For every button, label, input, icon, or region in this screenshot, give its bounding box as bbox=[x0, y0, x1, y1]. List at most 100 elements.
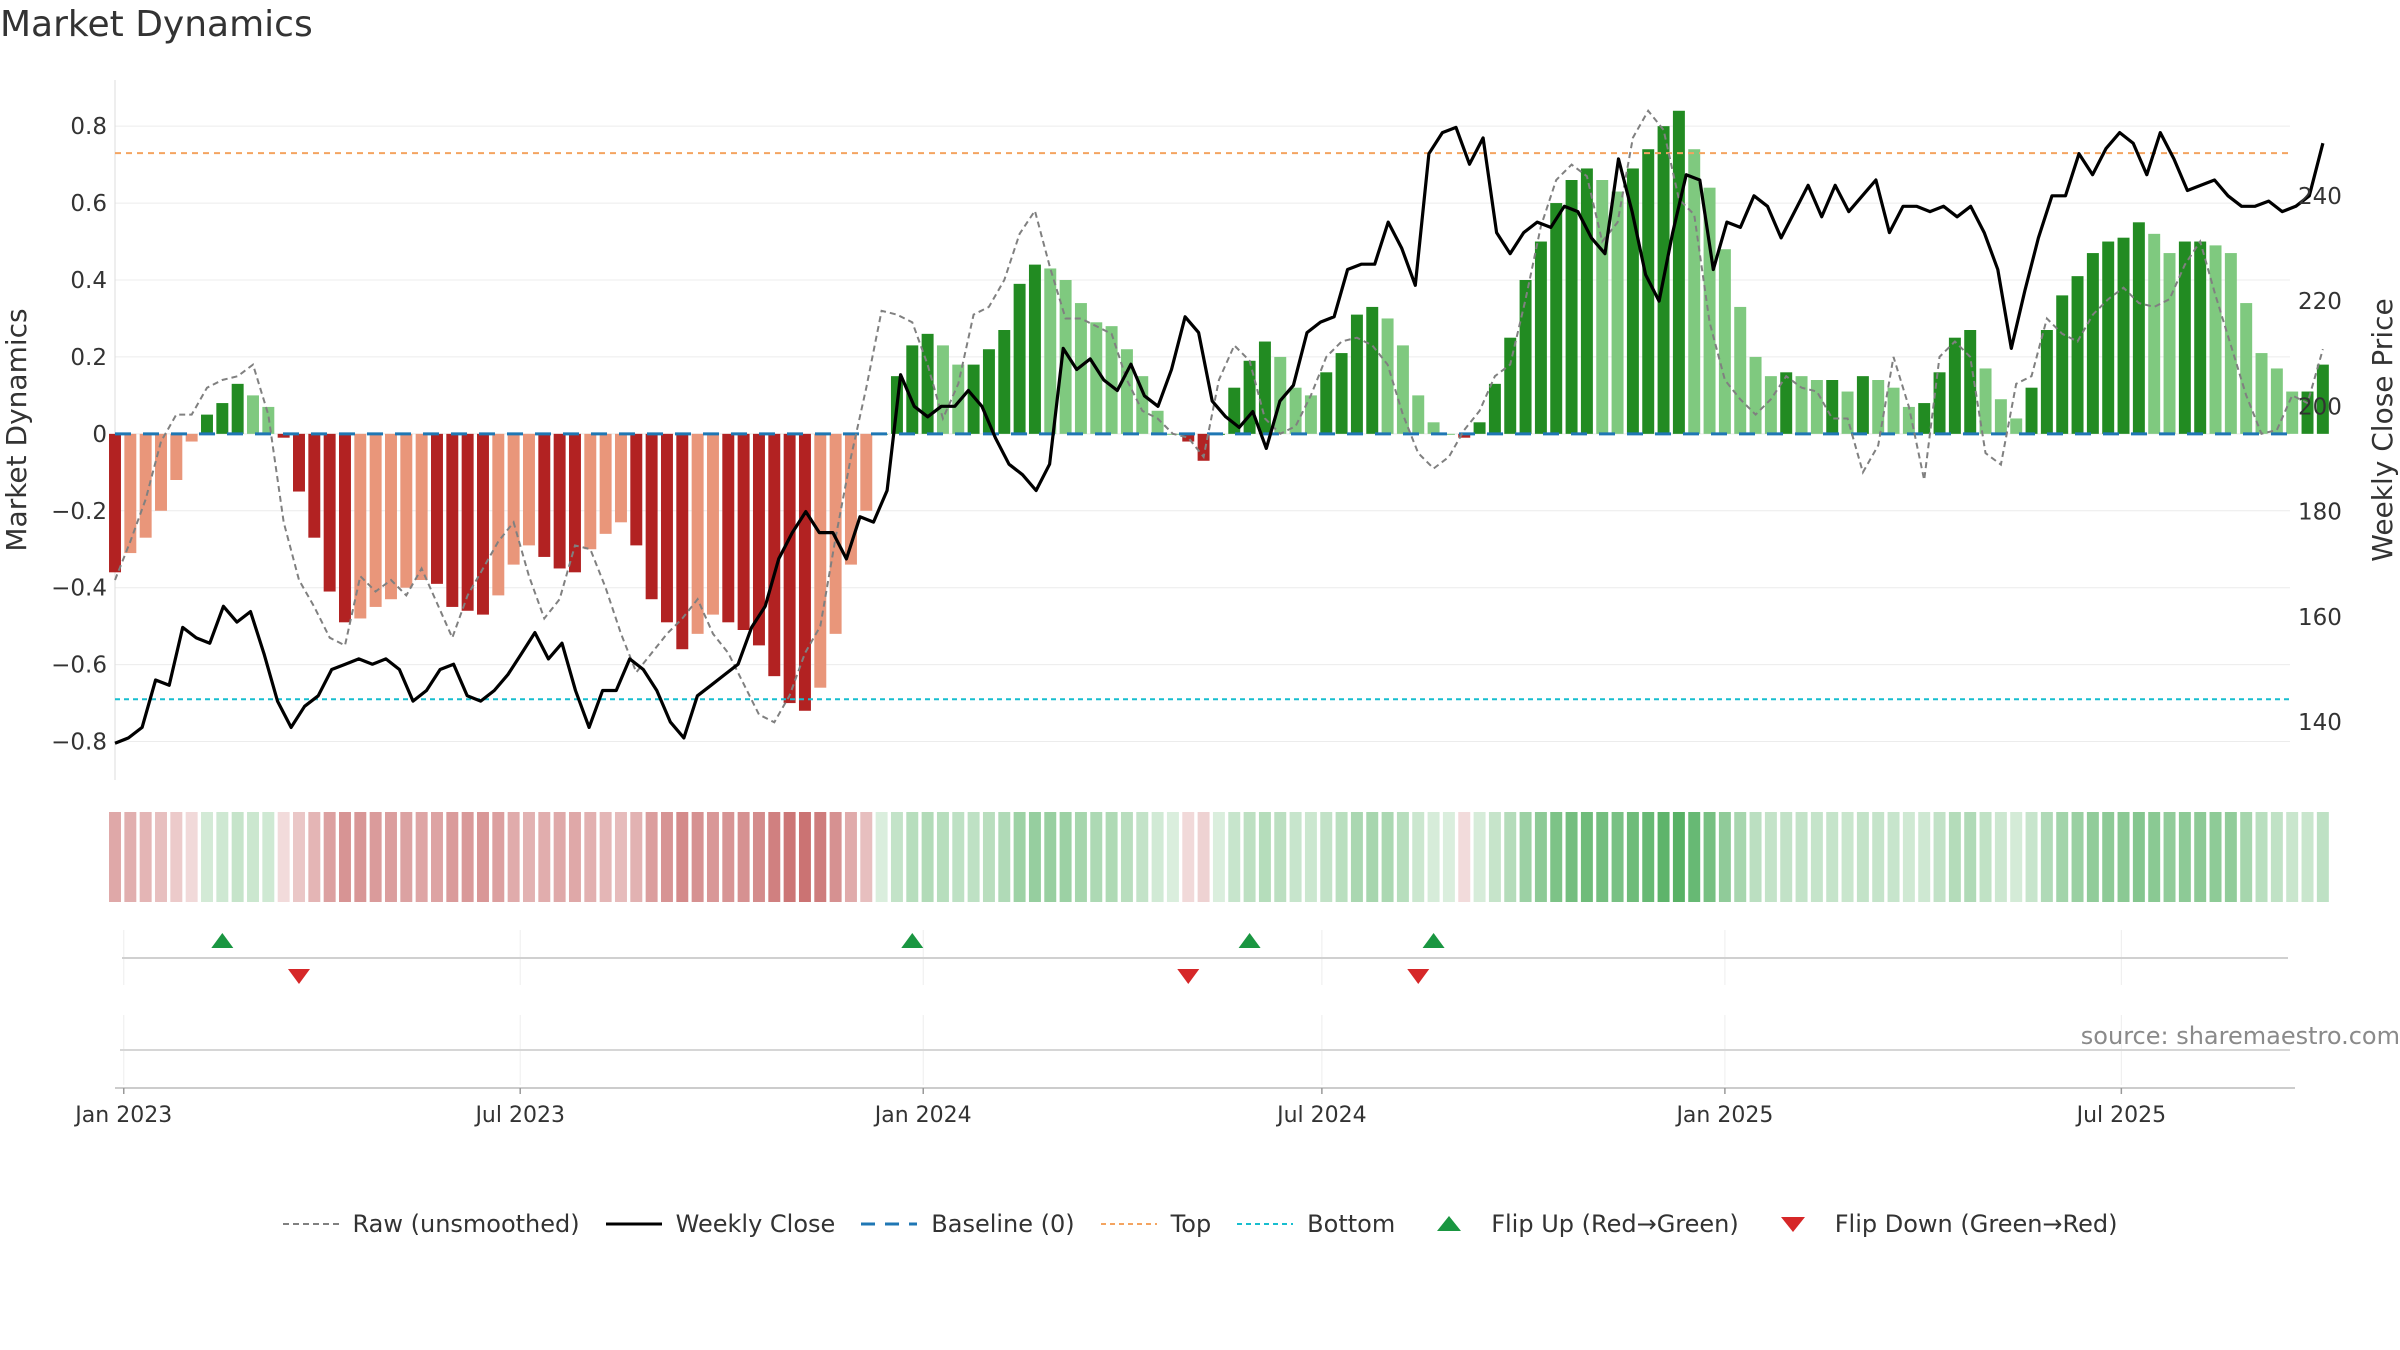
bar bbox=[1243, 360, 1256, 434]
heat-cell bbox=[798, 812, 811, 902]
bar bbox=[2117, 237, 2130, 434]
bar bbox=[568, 433, 581, 573]
bar bbox=[1718, 249, 1731, 434]
heat-cell bbox=[1289, 812, 1302, 902]
heat-cell bbox=[1044, 812, 1057, 902]
y-tick-label: −0.4 bbox=[51, 576, 107, 602]
heat-cell bbox=[844, 812, 857, 902]
bar bbox=[1964, 330, 1977, 434]
bar bbox=[492, 433, 505, 596]
bar bbox=[691, 433, 704, 634]
bar bbox=[645, 433, 658, 600]
bar bbox=[1672, 110, 1685, 434]
heat-cell bbox=[1488, 812, 1501, 902]
heat-cell bbox=[2270, 812, 2283, 902]
bar bbox=[385, 433, 397, 600]
heat-cell bbox=[461, 812, 474, 902]
heat-cell bbox=[1764, 812, 1777, 902]
heat-cell bbox=[814, 812, 827, 902]
bar bbox=[860, 433, 873, 511]
bar bbox=[1626, 168, 1639, 434]
heat-cell bbox=[2148, 812, 2161, 902]
flip-down-marker bbox=[287, 969, 310, 984]
x-tick-label: Jul 2025 bbox=[2075, 1103, 2167, 1128]
bar bbox=[522, 433, 535, 546]
bar bbox=[706, 433, 719, 615]
bar bbox=[752, 433, 765, 646]
heat-cell bbox=[1090, 812, 1103, 902]
bar bbox=[430, 433, 443, 584]
heat-cell bbox=[1565, 812, 1578, 902]
heat-cell bbox=[2071, 812, 2084, 902]
heat-cell bbox=[1657, 812, 1670, 902]
bars-group bbox=[109, 110, 2329, 711]
bar bbox=[982, 349, 995, 434]
y2-tick-label: 140 bbox=[2298, 710, 2342, 736]
heat-cell bbox=[1166, 812, 1179, 902]
bar bbox=[1320, 372, 1333, 434]
bar bbox=[1918, 403, 1931, 434]
bar bbox=[1596, 180, 1609, 434]
legend-item-raw: Raw (unsmoothed) bbox=[282, 1210, 580, 1238]
bar bbox=[1534, 241, 1547, 434]
bar bbox=[2071, 276, 2084, 434]
flip-up-marker bbox=[211, 933, 234, 948]
bar bbox=[415, 433, 428, 580]
heat-strip bbox=[109, 812, 2329, 902]
heat-cell bbox=[1672, 812, 1685, 902]
bar bbox=[630, 433, 643, 546]
bar bbox=[1059, 280, 1072, 434]
heat-cell bbox=[1994, 812, 2007, 902]
bar bbox=[921, 333, 934, 434]
bar bbox=[1427, 422, 1440, 434]
heat-cell bbox=[1596, 812, 1609, 902]
bar bbox=[1289, 387, 1302, 434]
heat-cell bbox=[737, 812, 750, 902]
bar bbox=[1412, 395, 1425, 434]
heat-cell bbox=[2224, 812, 2237, 902]
heat-cell bbox=[476, 812, 489, 902]
heat-cell bbox=[308, 812, 321, 902]
heat-cell bbox=[339, 812, 351, 902]
bar bbox=[1197, 433, 1210, 461]
bar bbox=[1826, 380, 1839, 434]
legend-swatch bbox=[1437, 1216, 1462, 1231]
heat-cell bbox=[691, 812, 704, 902]
bar bbox=[1795, 376, 1808, 434]
x-tick-label: Jan 2024 bbox=[873, 1103, 972, 1128]
heat-cell bbox=[216, 812, 229, 902]
x-tick-label: Jan 2025 bbox=[1674, 1103, 1773, 1128]
heat-cell bbox=[354, 812, 367, 902]
heat-cell bbox=[522, 812, 535, 902]
bar bbox=[1182, 433, 1195, 442]
bar bbox=[1979, 368, 1992, 434]
bar bbox=[2010, 418, 2023, 434]
legend: Raw (unsmoothed) Weekly Close Baseline (0)… bbox=[0, 1210, 2400, 1238]
bar bbox=[354, 433, 367, 619]
heat-cell bbox=[768, 812, 781, 902]
bar bbox=[476, 433, 489, 615]
bar bbox=[1366, 306, 1379, 434]
bar bbox=[1381, 318, 1394, 434]
heat-cell bbox=[400, 812, 413, 902]
heat-cell bbox=[2163, 812, 2176, 902]
heat-cell bbox=[599, 812, 612, 902]
y-tick-label: 0.4 bbox=[70, 268, 107, 294]
heat-cell bbox=[2102, 812, 2115, 902]
bar bbox=[783, 433, 796, 704]
legend-swatch bbox=[282, 1223, 339, 1225]
legend-swatch bbox=[605, 1222, 662, 1226]
bar bbox=[660, 433, 673, 623]
bar bbox=[1074, 303, 1087, 434]
heat-cell bbox=[1151, 812, 1164, 902]
bar bbox=[170, 433, 183, 480]
y2-tick-label: 220 bbox=[2298, 289, 2342, 315]
bar bbox=[1887, 387, 1900, 434]
bar bbox=[2132, 222, 2145, 434]
bar bbox=[1519, 280, 1532, 434]
heat-cell bbox=[277, 812, 290, 902]
bar bbox=[906, 345, 919, 434]
heat-cell bbox=[1856, 812, 1869, 902]
heat-cell bbox=[1918, 812, 1931, 902]
